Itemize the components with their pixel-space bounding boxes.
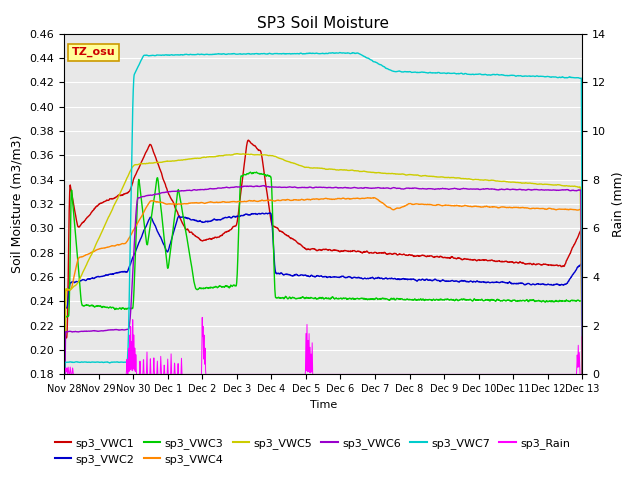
sp3_VWC4 xyxy=(86,250,94,256)
sp3_VWC6 xyxy=(468,186,476,192)
sp3_VWC2 xyxy=(86,276,94,282)
sp3_VWC2 xyxy=(468,279,476,285)
sp3_VWC7 xyxy=(60,475,68,480)
sp3_VWC5 xyxy=(563,183,571,189)
sp3_VWC3 xyxy=(579,396,586,402)
sp3_VWC3 xyxy=(564,298,572,304)
sp3_VWC6 xyxy=(299,184,307,190)
sp3_VWC6 xyxy=(312,184,320,190)
sp3_VWC1 xyxy=(60,462,68,468)
sp3_VWC3 xyxy=(299,294,307,300)
sp3_VWC7 xyxy=(312,50,320,56)
Legend: sp3_VWC1, sp3_VWC2, sp3_VWC3, sp3_VWC4, sp3_VWC5, sp3_VWC6, sp3_VWC7, sp3_Rain: sp3_VWC1, sp3_VWC2, sp3_VWC3, sp3_VWC4, … xyxy=(51,433,575,469)
sp3_VWC7 xyxy=(336,49,344,55)
sp3_VWC3 xyxy=(468,298,476,304)
Line: sp3_VWC4: sp3_VWC4 xyxy=(64,198,582,442)
sp3_VWC7 xyxy=(468,72,476,77)
sp3_VWC1 xyxy=(579,362,586,368)
sp3_Rain xyxy=(579,372,586,377)
sp3_VWC5 xyxy=(299,164,307,169)
sp3_VWC5 xyxy=(579,401,586,407)
Line: sp3_VWC5: sp3_VWC5 xyxy=(64,154,582,431)
Line: sp3_VWC1: sp3_VWC1 xyxy=(64,140,582,465)
Line: sp3_VWC3: sp3_VWC3 xyxy=(64,172,582,455)
sp3_VWC5 xyxy=(312,165,320,171)
sp3_VWC1 xyxy=(563,256,571,262)
Title: SP3 Soil Moisture: SP3 Soil Moisture xyxy=(257,16,389,31)
sp3_VWC3 xyxy=(563,298,571,303)
sp3_VWC5 xyxy=(468,177,476,182)
sp3_VWC1 xyxy=(244,137,252,143)
sp3_VWC1 xyxy=(468,257,476,263)
sp3_VWC4 xyxy=(564,207,572,213)
sp3_VWC6 xyxy=(260,182,268,188)
sp3_VWC7 xyxy=(298,51,306,57)
sp3_VWC1 xyxy=(86,211,94,217)
sp3_VWC2 xyxy=(579,384,586,389)
sp3_VWC4 xyxy=(298,197,306,203)
sp3_VWC1 xyxy=(564,255,572,261)
sp3_VWC7 xyxy=(86,360,94,365)
sp3_VWC6 xyxy=(86,328,94,334)
sp3_VWC6 xyxy=(579,389,586,395)
sp3_VWC3 xyxy=(312,296,320,302)
sp3_VWC5 xyxy=(232,151,240,156)
sp3_VWC5 xyxy=(564,183,572,189)
sp3_Rain xyxy=(299,372,307,377)
Text: TZ_osu: TZ_osu xyxy=(72,47,115,58)
Line: sp3_VWC7: sp3_VWC7 xyxy=(64,52,582,478)
sp3_VWC2 xyxy=(563,280,571,286)
sp3_VWC2 xyxy=(299,273,307,278)
sp3_VWC6 xyxy=(563,187,571,192)
sp3_Rain xyxy=(468,372,476,377)
sp3_VWC4 xyxy=(369,195,377,201)
sp3_VWC4 xyxy=(563,207,571,213)
Y-axis label: Soil Moisture (m3/m3): Soil Moisture (m3/m3) xyxy=(11,135,24,273)
sp3_VWC3 xyxy=(60,452,68,458)
sp3_VWC2 xyxy=(266,210,273,216)
sp3_VWC5 xyxy=(86,253,94,259)
sp3_VWC2 xyxy=(564,280,572,286)
sp3_VWC1 xyxy=(299,244,307,250)
sp3_Rain xyxy=(564,372,572,377)
sp3_Rain xyxy=(198,314,206,320)
sp3_Rain xyxy=(86,372,94,377)
sp3_Rain xyxy=(60,372,68,377)
sp3_VWC7 xyxy=(579,333,586,338)
Line: sp3_Rain: sp3_Rain xyxy=(64,317,582,374)
sp3_VWC4 xyxy=(312,196,320,202)
sp3_VWC5 xyxy=(60,428,68,434)
sp3_VWC7 xyxy=(563,75,571,81)
sp3_VWC4 xyxy=(468,204,476,210)
sp3_VWC3 xyxy=(86,303,94,309)
Line: sp3_VWC2: sp3_VWC2 xyxy=(64,213,582,451)
sp3_VWC4 xyxy=(60,439,68,445)
Line: sp3_VWC6: sp3_VWC6 xyxy=(64,185,582,463)
sp3_VWC6 xyxy=(564,187,572,192)
sp3_Rain xyxy=(312,372,320,377)
sp3_VWC3 xyxy=(253,169,260,175)
sp3_VWC7 xyxy=(564,75,572,81)
sp3_VWC2 xyxy=(312,273,320,279)
sp3_VWC4 xyxy=(579,367,586,372)
X-axis label: Time: Time xyxy=(310,400,337,409)
sp3_Rain xyxy=(563,372,571,377)
sp3_VWC1 xyxy=(312,247,320,253)
sp3_VWC6 xyxy=(60,460,68,466)
sp3_VWC2 xyxy=(60,448,68,454)
Y-axis label: Rain (mm): Rain (mm) xyxy=(612,171,625,237)
